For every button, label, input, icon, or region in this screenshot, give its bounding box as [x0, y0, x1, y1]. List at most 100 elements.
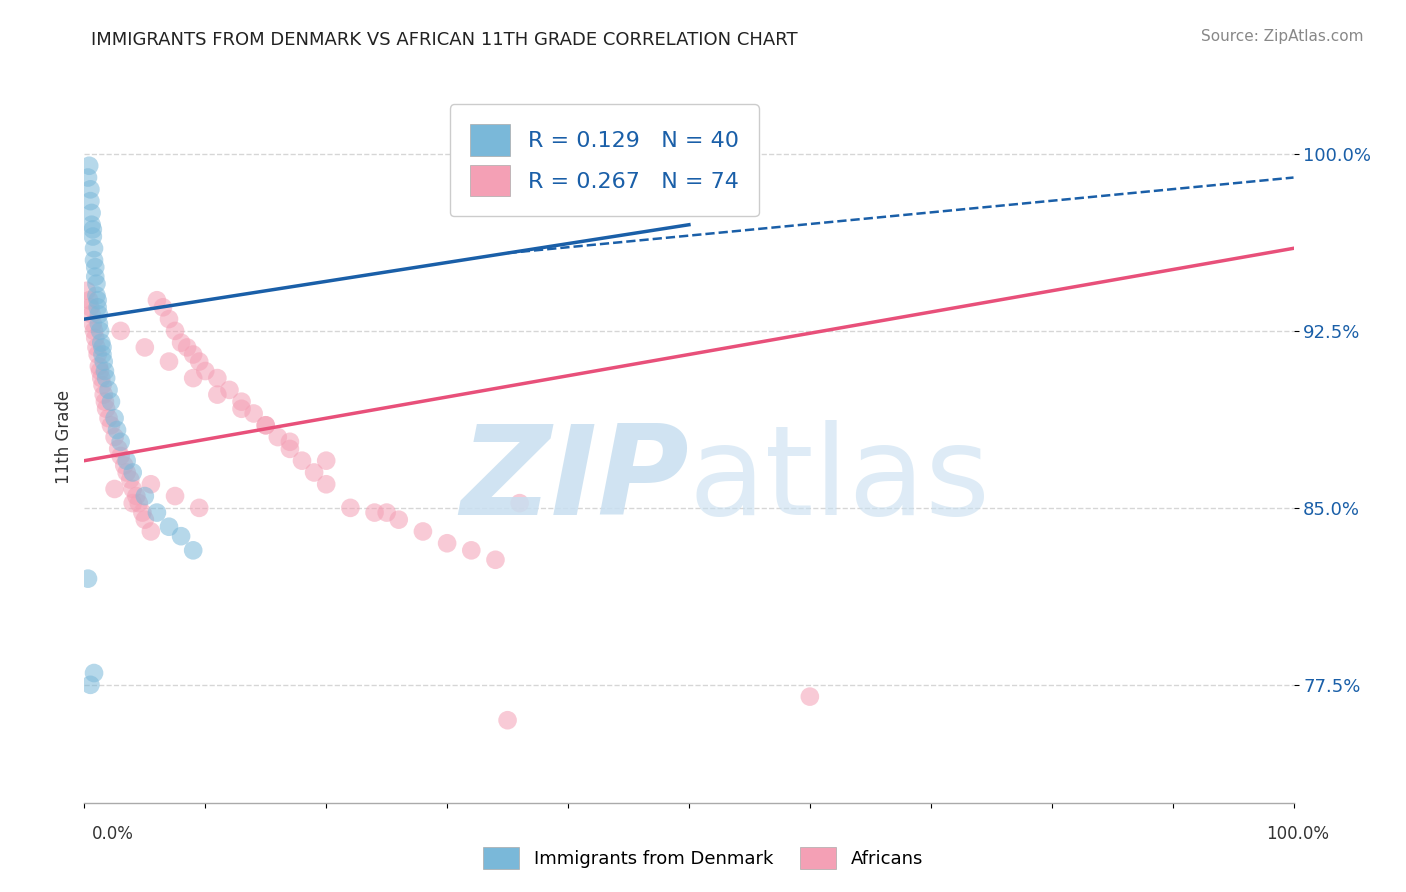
- Point: [254, 418, 277, 433]
- Point: [94, 401, 117, 416]
- Point: [86, 277, 108, 291]
- Point: [121, 466, 143, 480]
- Point: [157, 312, 180, 326]
- Point: [121, 496, 143, 510]
- Point: [139, 477, 162, 491]
- Point: [165, 489, 187, 503]
- Point: [97, 383, 120, 397]
- Point: [84, 331, 107, 345]
- Point: [134, 489, 156, 503]
- Point: [79, 678, 101, 692]
- Point: [170, 529, 193, 543]
- Point: [291, 453, 314, 467]
- Point: [267, 430, 290, 444]
- Point: [77, 572, 100, 586]
- Point: [188, 500, 211, 515]
- Point: [86, 293, 108, 308]
- Point: [157, 354, 180, 368]
- Point: [89, 324, 111, 338]
- Point: [82, 317, 104, 331]
- Point: [484, 553, 506, 567]
- Point: [86, 288, 108, 302]
- Point: [254, 418, 277, 433]
- Point: [104, 430, 127, 444]
- Point: [412, 524, 434, 539]
- Point: [89, 364, 111, 378]
- Point: [181, 543, 204, 558]
- Point: [105, 423, 128, 437]
- Point: [107, 442, 129, 456]
- Point: [79, 182, 101, 196]
- Point: [115, 453, 138, 467]
- Point: [125, 489, 148, 503]
- Point: [278, 442, 301, 456]
- Point: [339, 500, 361, 515]
- Point: [110, 324, 132, 338]
- Legend: R = 0.129   N = 40, R = 0.267   N = 74: R = 0.129 N = 40, R = 0.267 N = 74: [450, 104, 759, 216]
- Point: [80, 218, 103, 232]
- Point: [146, 506, 169, 520]
- Point: [375, 506, 398, 520]
- Point: [83, 253, 105, 268]
- Point: [460, 543, 482, 558]
- Point: [146, 293, 169, 308]
- Point: [170, 335, 193, 350]
- Point: [188, 354, 211, 368]
- Point: [157, 520, 180, 534]
- Point: [86, 301, 108, 315]
- Point: [110, 449, 132, 463]
- Point: [80, 206, 103, 220]
- Point: [218, 383, 240, 397]
- Point: [165, 324, 187, 338]
- Point: [128, 496, 150, 510]
- Point: [79, 301, 101, 315]
- Point: [79, 194, 101, 208]
- Point: [87, 317, 110, 331]
- Point: [207, 387, 229, 401]
- Point: [91, 347, 114, 361]
- Point: [315, 453, 337, 467]
- Point: [315, 477, 337, 491]
- Point: [207, 371, 229, 385]
- Point: [231, 401, 253, 416]
- Point: [93, 387, 115, 401]
- Point: [363, 506, 385, 520]
- Point: [181, 347, 204, 361]
- Point: [77, 159, 100, 173]
- Point: [496, 713, 519, 727]
- Legend: Immigrants from Denmark, Africans: Immigrants from Denmark, Africans: [474, 838, 932, 879]
- Point: [93, 354, 115, 368]
- Point: [104, 482, 127, 496]
- Text: ZIP: ZIP: [460, 420, 689, 541]
- Point: [87, 307, 110, 321]
- Point: [86, 340, 108, 354]
- Point: [94, 371, 117, 385]
- Text: Source: ZipAtlas.com: Source: ZipAtlas.com: [1201, 29, 1364, 44]
- Point: [509, 496, 531, 510]
- Text: 100.0%: 100.0%: [1265, 825, 1329, 843]
- Point: [436, 536, 458, 550]
- Point: [134, 513, 156, 527]
- Point: [110, 434, 132, 449]
- Point: [302, 466, 325, 480]
- Point: [242, 407, 264, 421]
- Point: [90, 335, 112, 350]
- Point: [83, 241, 105, 255]
- Point: [194, 364, 217, 378]
- Point: [799, 690, 821, 704]
- Point: [94, 364, 117, 378]
- Text: atlas: atlas: [689, 420, 991, 541]
- Point: [176, 340, 198, 354]
- Point: [84, 269, 107, 284]
- Point: [77, 170, 100, 185]
- Point: [231, 394, 253, 409]
- Point: [84, 260, 107, 275]
- Point: [80, 307, 103, 321]
- Point: [104, 411, 127, 425]
- Point: [82, 222, 104, 236]
- Point: [100, 418, 122, 433]
- Point: [139, 524, 162, 539]
- Point: [121, 482, 143, 496]
- Point: [91, 340, 114, 354]
- Point: [90, 371, 112, 385]
